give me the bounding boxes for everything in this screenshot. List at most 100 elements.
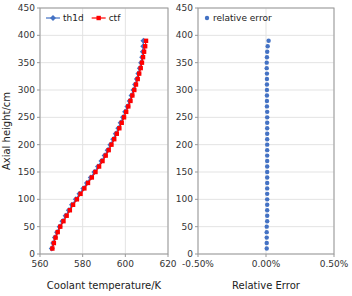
grid-line (40, 144, 168, 145)
tick-label: 620 (159, 259, 176, 269)
data-point (69, 202, 75, 208)
grid-line (125, 8, 126, 254)
plot-data (49, 38, 148, 252)
data-point (265, 175, 269, 179)
data-point (141, 55, 145, 59)
tick-label: 560 (31, 259, 48, 269)
data-point (54, 229, 60, 235)
tick-label: -0.50% (182, 259, 214, 269)
tick (195, 8, 198, 9)
y-axis-label: Axial height/cm (1, 92, 12, 170)
tick (266, 254, 267, 257)
data-point (265, 203, 269, 207)
data-point (82, 186, 86, 190)
tick-label: 600 (117, 259, 134, 269)
tick-label: 450 (18, 3, 35, 13)
chart-root: 050100150200250300350400450560580600620C… (0, 0, 352, 296)
legend-label: th1d (63, 13, 84, 23)
data-point (71, 203, 75, 207)
data-point (265, 71, 269, 75)
data-point (68, 208, 72, 212)
tick (195, 226, 198, 227)
data-point (90, 175, 94, 179)
legend-label: ctf (109, 13, 121, 23)
data-point (115, 125, 121, 131)
tick (37, 117, 40, 118)
data-point (265, 50, 269, 54)
data-point (265, 230, 269, 234)
tick (37, 226, 40, 227)
data-point (126, 104, 130, 108)
data-point (127, 98, 133, 104)
x-axis-label: Coolant temperature/K (47, 280, 162, 291)
tick (37, 90, 40, 91)
data-point (63, 213, 69, 219)
x-axis-label: Relative Error (232, 280, 301, 291)
data-point (122, 109, 128, 115)
data-point (53, 235, 57, 239)
tick-label: 50 (24, 222, 36, 232)
data-point (78, 192, 82, 196)
data-point (265, 77, 269, 81)
data-point (265, 164, 269, 168)
data-point (132, 88, 136, 92)
data-point (120, 121, 124, 125)
data-point (265, 235, 269, 239)
data-point (265, 82, 269, 86)
tick (125, 254, 126, 257)
data-point (66, 207, 72, 213)
tick-label: 350 (18, 58, 35, 68)
data-point (115, 132, 119, 136)
data-point (95, 164, 101, 170)
data-point (265, 110, 269, 114)
data-point (52, 241, 56, 245)
tick-label: 200 (176, 140, 193, 150)
plot-frame (40, 8, 168, 254)
data-point (265, 93, 269, 97)
data-point (265, 44, 269, 48)
tick-label: 0.50% (320, 259, 349, 269)
grid-line (40, 62, 168, 63)
data-point (134, 76, 140, 82)
data-point (265, 99, 269, 103)
data-point (102, 153, 108, 159)
series-line (52, 41, 146, 249)
data-point (134, 82, 138, 86)
data-point (124, 103, 130, 109)
data-point (58, 224, 62, 228)
grid-line (40, 199, 168, 200)
data-point (104, 153, 108, 157)
data-point (265, 115, 269, 119)
data-point (265, 159, 269, 163)
data-point (75, 197, 79, 201)
data-point (138, 66, 142, 70)
legend-marker (96, 16, 100, 20)
legend: relative error (205, 13, 272, 23)
tick (195, 62, 198, 63)
data-point (265, 126, 269, 130)
tick-label: 250 (176, 112, 193, 122)
tick-label: 100 (176, 194, 193, 204)
data-point (265, 121, 269, 125)
tick-label: 450 (176, 3, 193, 13)
tick (37, 199, 40, 200)
tick-label: 150 (176, 167, 193, 177)
data-point (265, 181, 269, 185)
grid-line (82, 8, 83, 254)
series-line (52, 41, 144, 249)
tick (168, 254, 169, 257)
data-point (98, 158, 104, 164)
data-point (50, 240, 56, 246)
tick (334, 254, 335, 257)
data-point (140, 49, 146, 55)
data-point (265, 186, 269, 190)
data-point (132, 82, 138, 88)
data-point (265, 197, 269, 201)
tick (37, 35, 40, 36)
grid-line (40, 35, 168, 36)
data-point (52, 235, 58, 241)
data-point (93, 170, 97, 174)
data-point (97, 164, 101, 168)
data-point (143, 44, 147, 48)
plot-frame (198, 8, 334, 254)
